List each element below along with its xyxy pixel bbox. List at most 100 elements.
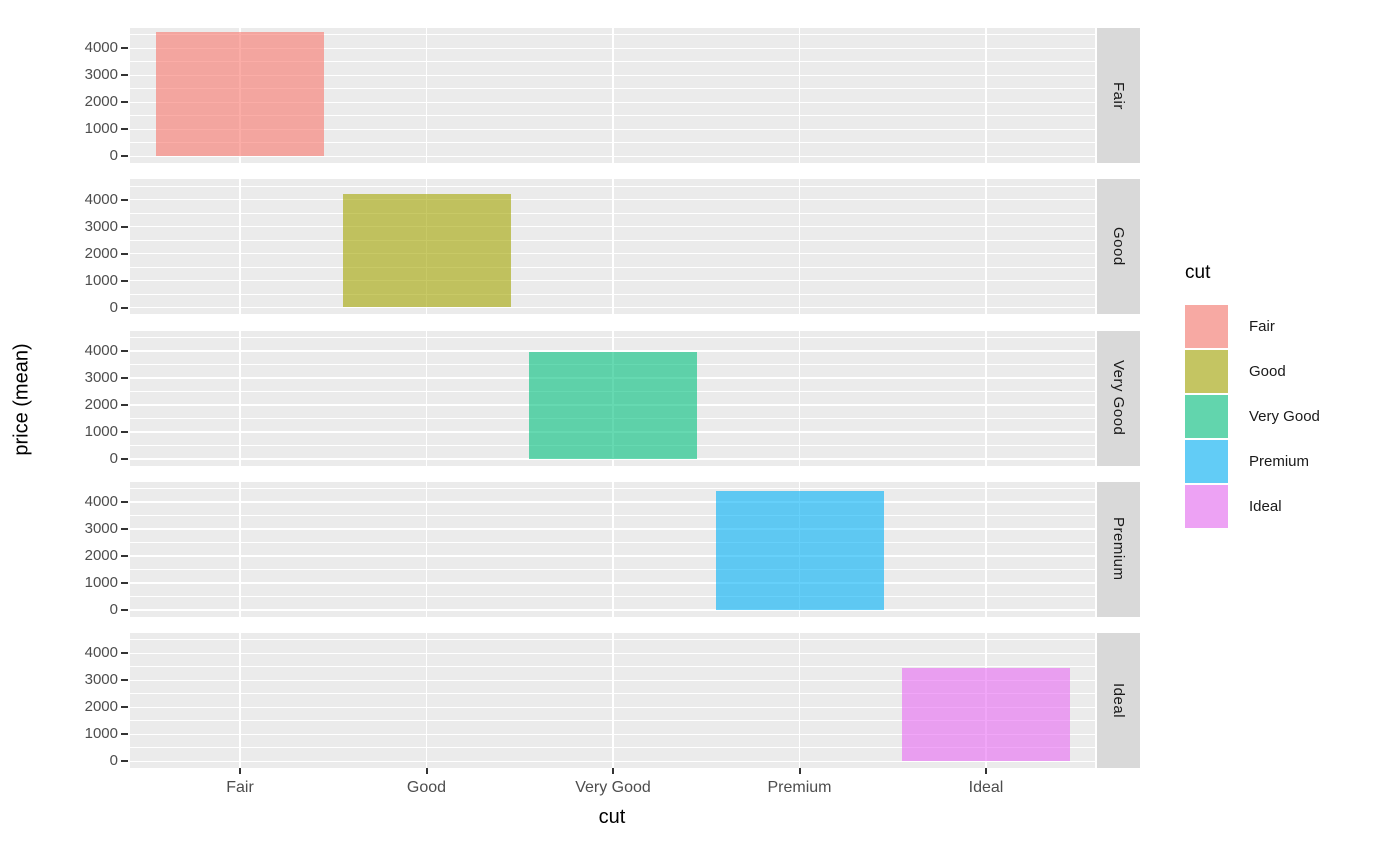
gridline-vertical-major (798, 179, 801, 315)
legend-key-premium (1185, 440, 1228, 483)
y-tick-mark (121, 457, 128, 460)
y-tick-mark (121, 528, 128, 530)
y-tick-mark (121, 733, 128, 736)
legend-label-very-good: Very Good (1249, 407, 1320, 425)
y-tick-label: 4000 (84, 644, 118, 662)
x-tick-label-premium: Premium (767, 779, 832, 796)
gridline-vertical-major (798, 330, 801, 466)
y-tick-label: 0 (109, 147, 118, 165)
y-tick-mark (121, 155, 128, 158)
y-tick-label: 4000 (84, 39, 118, 57)
gridline-vertical-major (239, 179, 241, 315)
gridline-vertical-major (425, 28, 428, 163)
y-tick-label: 0 (109, 752, 118, 770)
y-tick-mark (121, 609, 128, 611)
facet-strip-premium: Premium (1097, 481, 1140, 617)
bar-good (342, 194, 511, 308)
facet-strip-label: Very Good (1110, 360, 1127, 436)
x-tick-mark (798, 768, 801, 774)
facet-panel-premium (130, 481, 1095, 617)
x-tick-mark (239, 768, 241, 774)
y-tick-mark (121, 501, 128, 503)
gridline-vertical-major (985, 179, 987, 315)
y-tick-mark (121, 74, 128, 77)
y-tick-mark (121, 376, 128, 379)
y-tick-label: 2000 (84, 395, 118, 413)
gridline-vertical-major (985, 481, 987, 617)
y-tick-label: 3000 (84, 217, 118, 235)
y-tick-label: 3000 (84, 368, 118, 386)
x-tick-label-good: Good (406, 779, 447, 796)
x-tick-mark (612, 768, 614, 774)
y-tick-mark (121, 47, 128, 50)
x-tick-mark (985, 768, 987, 774)
y-axis-title: price (mean) (10, 343, 33, 456)
legend-key-good (1185, 350, 1228, 393)
bar-ideal (902, 668, 1070, 762)
bar-premium (715, 490, 884, 610)
facet-panel-very-good (130, 330, 1095, 466)
gridline-vertical-major (425, 330, 428, 466)
gridline-vertical-major (239, 330, 241, 466)
y-tick-label: 2000 (84, 244, 118, 262)
x-tick-label-fair: Fair (226, 779, 254, 796)
y-tick-mark (121, 128, 128, 131)
y-tick-mark (121, 403, 128, 406)
gridline-vertical-major (985, 330, 987, 466)
y-tick-label: 1000 (84, 422, 118, 440)
y-tick-mark (121, 252, 128, 255)
y-tick-mark (121, 101, 128, 104)
facet-strip-label: Fair (1110, 81, 1127, 110)
legend-swatch-fair (1185, 305, 1228, 348)
y-tick-label: 0 (109, 298, 118, 316)
y-tick-mark (121, 225, 128, 228)
y-tick-mark (121, 679, 128, 682)
y-tick-label: 4000 (84, 341, 118, 359)
facet-strip-very-good: Very Good (1097, 330, 1140, 466)
y-tick-label: 3000 (84, 66, 118, 84)
y-tick-mark (121, 760, 128, 763)
facet-strip-label: Good (1110, 227, 1127, 267)
legend-label-fair: Fair (1249, 317, 1275, 335)
facet-strip-ideal: Ideal (1097, 633, 1140, 768)
y-tick-label: 4000 (84, 190, 118, 208)
y-tick-label: 2000 (84, 698, 118, 716)
bar-fair (156, 32, 324, 157)
y-tick-mark (121, 349, 128, 352)
gridline-vertical-major (612, 633, 614, 768)
gridline-vertical-major (425, 633, 428, 768)
legend-key-fair (1185, 305, 1228, 348)
y-tick-mark (121, 430, 128, 433)
y-tick-label: 4000 (84, 493, 118, 510)
facet-panel-good (130, 179, 1095, 315)
y-tick-label: 3000 (84, 671, 118, 689)
x-tick-label-very-good: Very Good (575, 779, 651, 796)
y-tick-mark (121, 555, 128, 557)
legend-title: cut (1185, 262, 1211, 283)
y-tick-mark (121, 706, 128, 709)
gridline-vertical-major (612, 179, 614, 315)
legend-key-ideal (1185, 485, 1228, 528)
y-tick-label: 2000 (84, 547, 118, 564)
gridline-vertical-major (239, 481, 241, 617)
legend-key-very-good (1185, 395, 1228, 438)
y-tick-label: 1000 (84, 120, 118, 138)
legend-label-ideal: Ideal (1249, 497, 1282, 515)
x-tick-label-ideal: Ideal (968, 779, 1004, 796)
facet-strip-label: Premium (1110, 517, 1127, 581)
x-tick-mark (425, 768, 428, 774)
y-tick-mark (121, 652, 128, 655)
y-tick-mark (121, 279, 128, 282)
gridline-vertical-major (612, 481, 614, 617)
y-tick-mark (121, 582, 128, 584)
y-tick-mark (121, 198, 128, 201)
facet-strip-label: Ideal (1110, 682, 1127, 719)
gridline-vertical-major (239, 633, 241, 768)
gridline-vertical-major (985, 28, 987, 163)
gridline-vertical-major (425, 481, 428, 617)
legend-swatch-very-good (1185, 395, 1228, 438)
facet-strip-fair: Fair (1097, 28, 1140, 163)
gridline-vertical-major (612, 28, 614, 163)
y-tick-label: 0 (109, 449, 118, 467)
